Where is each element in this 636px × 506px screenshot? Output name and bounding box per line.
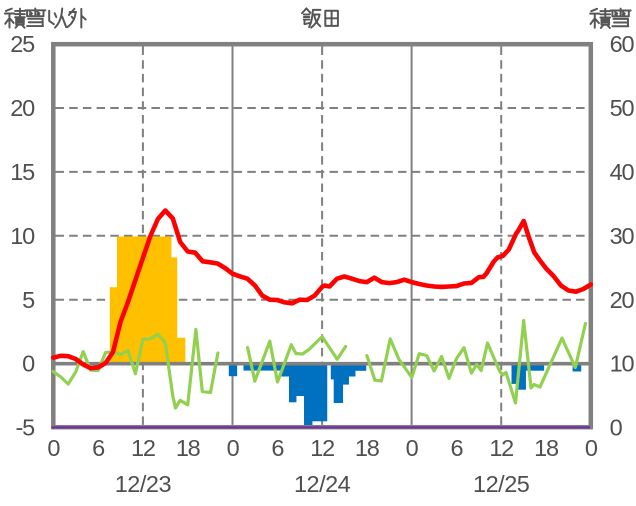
svg-text:6: 6 [271,435,284,461]
svg-text:12: 12 [131,435,155,461]
svg-text:30: 30 [610,223,635,249]
svg-text:5: 5 [22,287,35,313]
svg-text:18: 18 [355,435,380,461]
svg-text:6: 6 [92,435,105,461]
svg-text:0: 0 [47,435,60,461]
svg-text:0: 0 [22,351,35,377]
svg-text:0: 0 [585,435,598,461]
svg-text:15: 15 [10,159,35,185]
svg-text:0: 0 [227,435,240,461]
svg-text:12: 12 [310,435,334,461]
svg-text:12/25: 12/25 [473,471,530,497]
svg-text:-5: -5 [16,415,36,441]
svg-text:60: 60 [610,31,635,57]
svg-text:25: 25 [10,31,35,57]
svg-text:10: 10 [610,351,635,377]
svg-text:0: 0 [610,415,623,441]
svg-text:18: 18 [534,435,559,461]
svg-text:12: 12 [489,435,513,461]
svg-text:50: 50 [610,95,635,121]
svg-text:10: 10 [10,223,35,249]
svg-text:20: 20 [10,95,35,121]
svg-text:40: 40 [610,159,635,185]
svg-text:12/24: 12/24 [294,471,351,497]
svg-text:12/23: 12/23 [115,471,172,497]
svg-text:0: 0 [406,435,419,461]
svg-text:20: 20 [610,287,635,313]
svg-text:18: 18 [176,435,201,461]
svg-text:6: 6 [450,435,463,461]
